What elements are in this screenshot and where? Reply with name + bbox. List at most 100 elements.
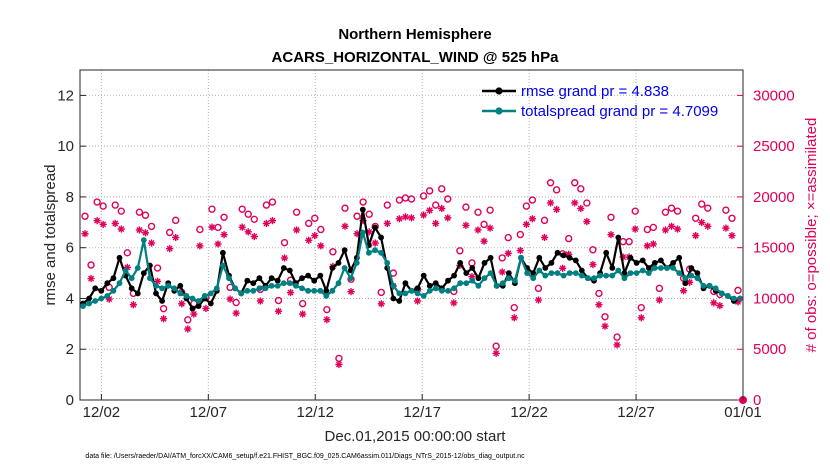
obs-assimilated-marker: [667, 222, 676, 230]
obs-assimilated-stroke: [438, 205, 445, 212]
y2-tick-label: 25000: [753, 138, 795, 155]
obs-assimilated-stroke: [535, 297, 542, 304]
obs-assimilated-stroke: [178, 300, 185, 307]
totalspread-point: [378, 249, 384, 256]
y2-tick-label: 30000: [753, 87, 795, 104]
obs-assimilated-stroke: [293, 226, 300, 233]
obs-assimilated-stroke: [160, 315, 167, 322]
totalspread-point: [505, 275, 512, 282]
rmse-point: [603, 249, 610, 256]
rmse-point: [268, 275, 275, 282]
obs-possible-marker: [274, 296, 283, 305]
y2-tick-label: 15000: [753, 240, 795, 257]
totalspread-point: [274, 282, 281, 289]
obs-assimilated-marker: [522, 220, 530, 228]
totalspread-point: [396, 290, 403, 297]
totalspread-point: [548, 270, 555, 276]
obs-assimilated-marker: [607, 231, 615, 239]
obs-assimilated-marker: [426, 206, 434, 214]
obs-assimilated-stroke: [710, 299, 717, 306]
obs-possible-marker: [220, 213, 228, 221]
obs-assimilated-stroke: [221, 231, 228, 238]
obs-assimilated-stroke: [644, 242, 651, 249]
obs-possible-marker: [571, 179, 579, 187]
obs-possible-marker: [317, 225, 325, 234]
totalspread-point: [420, 293, 427, 299]
rmse-point: [572, 257, 579, 264]
obs-assimilated-stroke: [136, 226, 143, 233]
totalspread-point: [432, 285, 439, 292]
totalspread-point: [499, 280, 506, 287]
obs-possible-marker: [589, 246, 597, 254]
obs-assimilated-stroke: [335, 361, 342, 368]
totalspread-point: [688, 272, 695, 279]
obs-assimilated-marker: [546, 199, 555, 207]
totalspread-point: [645, 270, 652, 276]
obs-possible-marker: [93, 198, 101, 206]
obs-assimilated-stroke: [118, 226, 125, 233]
y-tick-label: 12: [57, 87, 74, 104]
rmse-point: [426, 282, 433, 289]
totalspread-point: [110, 287, 117, 294]
x-tick-label: 01/01: [724, 404, 762, 421]
obs-possible-marker: [504, 233, 512, 242]
obs-assimilated-marker: [220, 231, 228, 239]
totalspread-point: [250, 287, 257, 294]
rmse-point: [92, 285, 99, 292]
obs-possible-marker: [81, 212, 89, 220]
totalspread-point: [633, 270, 640, 276]
rmse-point: [153, 290, 159, 297]
totalspread-point: [718, 290, 725, 297]
y-tick-label: 0: [66, 392, 74, 409]
obs-possible-marker: [637, 303, 645, 312]
obs-assimilated-marker: [510, 314, 518, 322]
obs-assimilated-marker: [716, 302, 724, 310]
obs-possible-marker: [383, 201, 392, 209]
obs-assimilated-stroke: [499, 269, 506, 276]
rmse-point: [286, 267, 293, 274]
obs-assimilated-marker: [93, 217, 101, 225]
y2-tick-label: 10000: [753, 290, 795, 307]
obs-assimilated-marker: [553, 205, 561, 214]
obs-assimilated-marker: [262, 219, 270, 228]
totalspread-point: [572, 270, 579, 276]
totalspread-point: [621, 275, 628, 282]
obs-possible-marker: [135, 208, 144, 216]
totalspread-point: [475, 282, 482, 289]
obs-assimilated-stroke: [275, 308, 282, 315]
obs-possible-marker: [522, 202, 531, 210]
obs-assimilated-stroke: [81, 230, 89, 237]
obs-assimilated-stroke: [233, 310, 240, 317]
obs-assimilated-marker: [129, 301, 137, 309]
rmse-point: [645, 265, 652, 271]
x-tick-label: 12/12: [296, 404, 334, 421]
obs-assimilated-stroke: [112, 220, 119, 227]
obs-assimilated-marker: [559, 264, 567, 272]
rmse-point: [621, 270, 628, 276]
obs-assimilated-stroke: [716, 302, 723, 309]
rmse-point: [548, 260, 555, 266]
obs-possible-marker: [208, 205, 216, 213]
totalspread-point: [603, 272, 610, 279]
obs-assimilated-marker: [383, 219, 391, 228]
totalspread-point: [481, 275, 488, 282]
obs-assimilated-stroke: [311, 232, 318, 239]
totalspread-point: [493, 282, 500, 289]
obs-assimilated-marker: [474, 226, 482, 234]
totalspread-point: [530, 275, 537, 282]
obs-assimilated-stroke: [239, 224, 246, 231]
obs-assimilated-marker: [214, 240, 222, 248]
totalspread-point: [591, 275, 597, 282]
legend: rmse grand pr = 4.838 totalspread grand …: [482, 83, 718, 120]
obs-possible-marker: [734, 286, 742, 295]
obs-assimilated-marker: [184, 325, 192, 333]
observation-counts: [81, 179, 747, 404]
obs-assimilated-stroke: [608, 231, 615, 238]
rmse-point: [682, 280, 689, 287]
obs-assimilated-marker: [286, 288, 295, 297]
obs-possible-marker: [595, 289, 603, 298]
obs-possible-marker: [661, 208, 670, 216]
totalspread-point: [706, 282, 713, 289]
obs-assimilated-marker: [341, 222, 349, 230]
obs-assimilated-stroke: [384, 220, 391, 227]
